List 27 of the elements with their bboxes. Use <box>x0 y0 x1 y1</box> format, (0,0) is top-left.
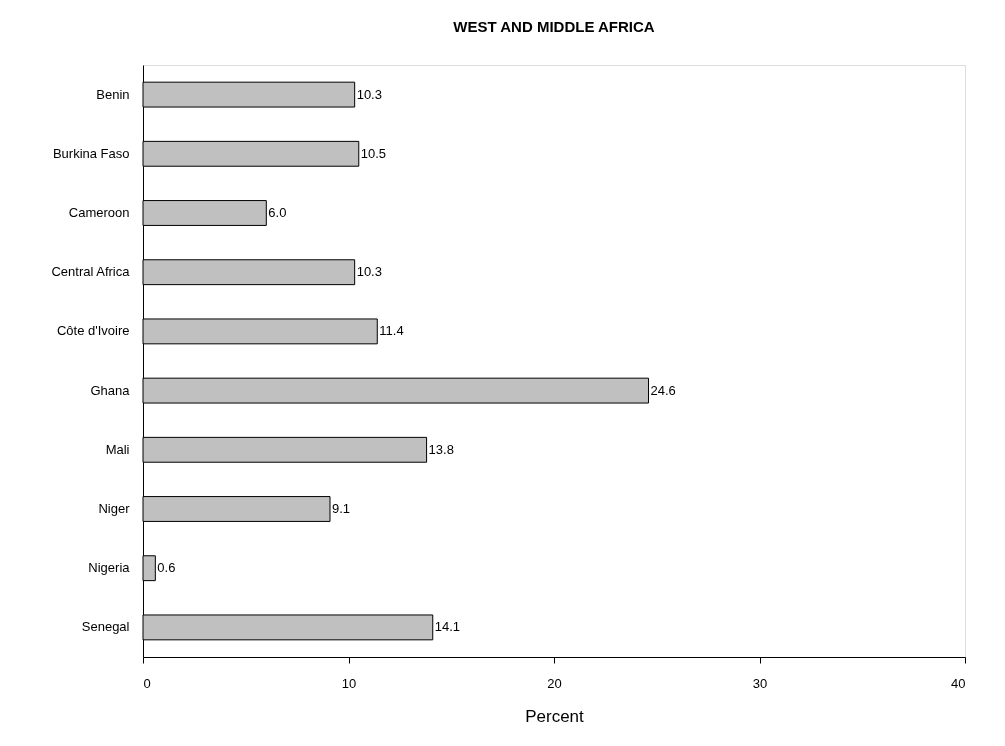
y-tick-label: Cameroon <box>68 205 130 220</box>
data-label: 0.6 <box>157 560 176 576</box>
x-tick-label: 20 <box>547 675 562 691</box>
y-tick-label: Senegal <box>81 619 130 635</box>
y-tick-label: Burkina Faso <box>52 145 130 161</box>
data-label: 11.4 <box>379 323 404 339</box>
x-tick-label: 0 <box>143 675 151 691</box>
data-label: 6.0 <box>268 205 287 220</box>
x-axis-title: Percent <box>525 706 585 726</box>
data-label: 14.1 <box>434 619 461 635</box>
data-label: 10.3 <box>356 264 382 280</box>
x-tick-label: 10 <box>341 675 357 691</box>
y-tick-label: Ghana <box>90 382 131 398</box>
y-tick-label: Central Africa <box>51 264 131 280</box>
y-tick-label: Nigeria <box>88 560 131 576</box>
y-tick-label: Côte d'Ivoire <box>56 323 130 339</box>
data-label: 13.8 <box>428 441 454 457</box>
x-tick-label: 40 <box>951 675 966 691</box>
y-tick-label: Niger <box>98 501 131 516</box>
data-label: 24.6 <box>650 382 676 398</box>
data-label: 9.1 <box>332 501 351 516</box>
y-tick-label: Benin <box>96 86 130 102</box>
x-tick-label: 30 <box>752 675 768 691</box>
data-label: 10.5 <box>360 145 387 161</box>
chart-title: WEST AND MIDDLE AFRICA <box>453 18 655 35</box>
data-label: 10.3 <box>356 86 382 102</box>
y-tick-label: Mali <box>105 441 130 457</box>
